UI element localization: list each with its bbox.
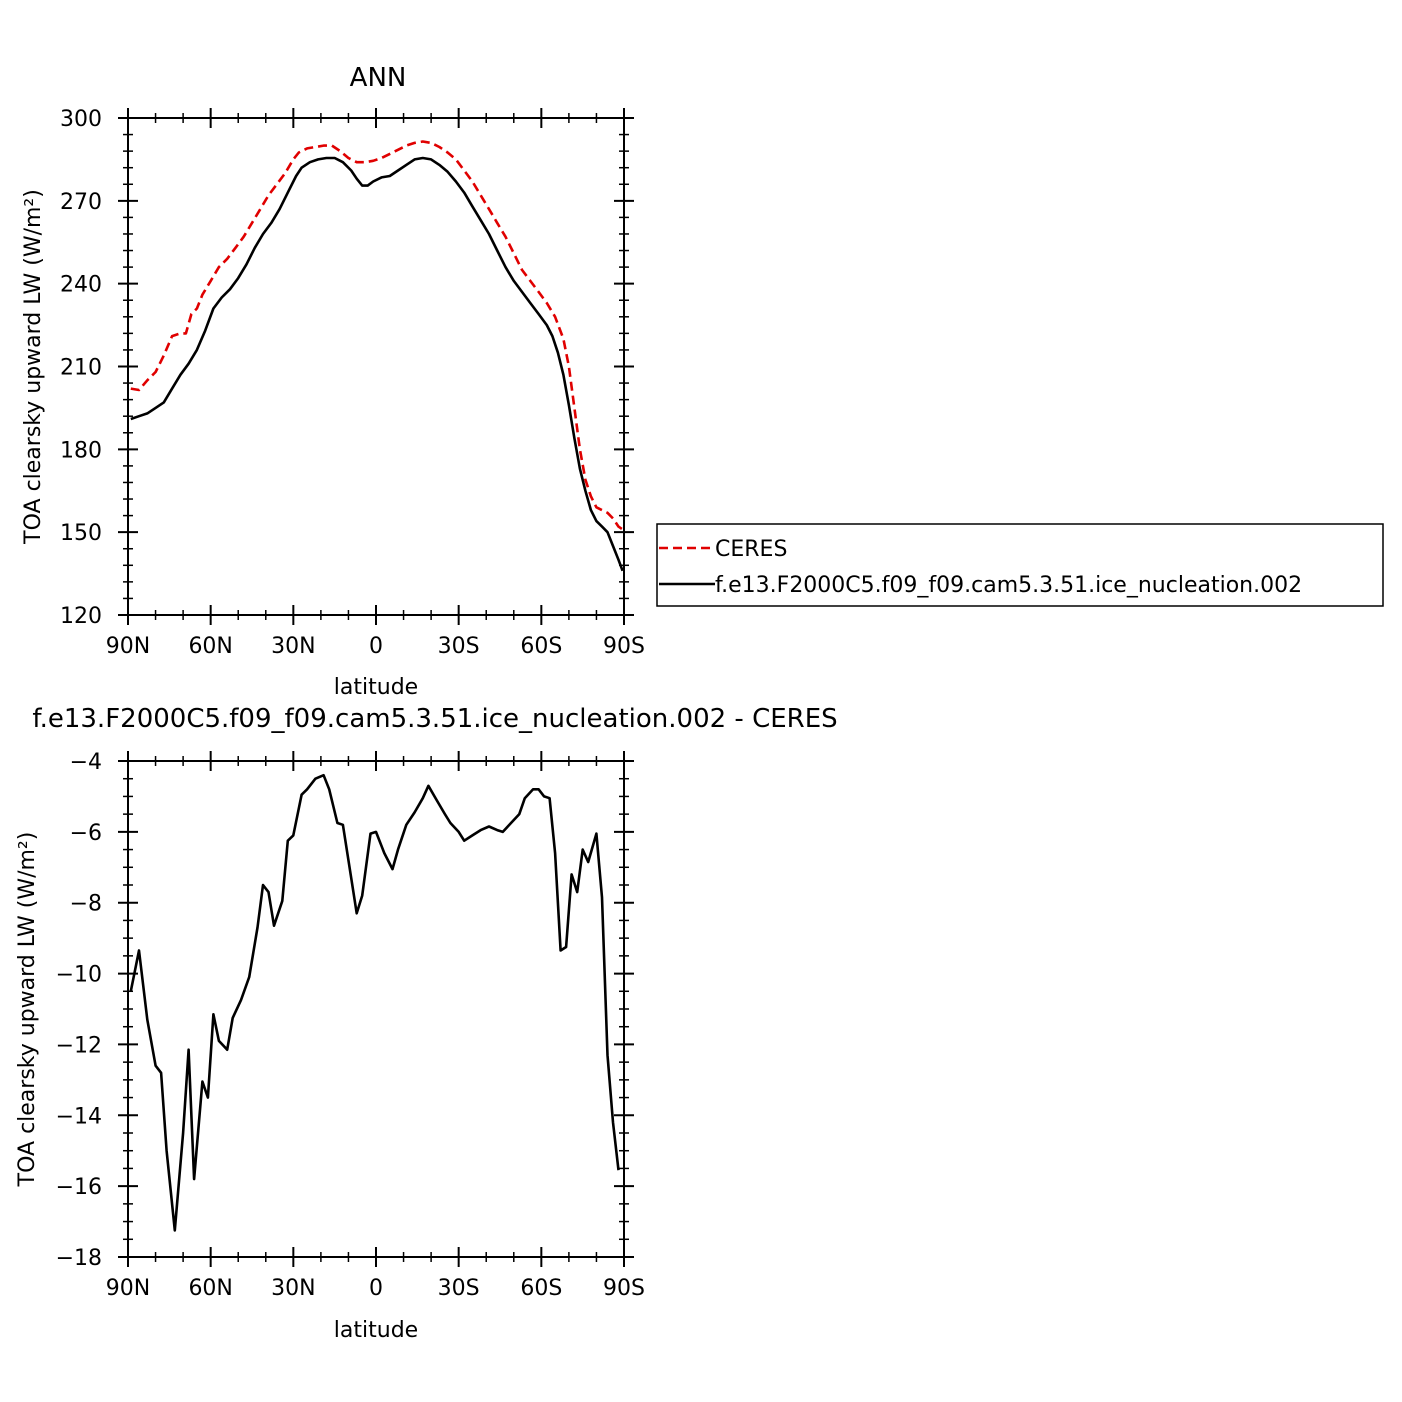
y-tick-label: 210: [60, 356, 102, 381]
y-tick-label: 150: [60, 521, 102, 546]
chart-title: ANN: [350, 63, 407, 93]
x-tick-label: 30N: [271, 1276, 315, 1301]
y-tick-label: −14: [56, 1104, 102, 1129]
bottom-panel: f.e13.F2000C5.f09_f09.cam5.3.51.ice_nucl…: [15, 704, 838, 1343]
series-line-0: [129, 773, 620, 1232]
x-tick-label: 30S: [438, 634, 480, 659]
x-tick-label: 60N: [188, 1276, 232, 1301]
x-tick-label: 90N: [106, 1276, 150, 1301]
x-tick-label: 60S: [520, 634, 562, 659]
y-tick-label: −8: [70, 892, 102, 917]
x-tick-label: 30N: [271, 634, 315, 659]
legend-label-0: CERES: [715, 537, 787, 562]
x-tick-label: 0: [369, 634, 383, 659]
x-axis-label: latitude: [334, 1318, 418, 1343]
y-tick-label: 300: [60, 107, 102, 132]
x-tick-label: 30S: [438, 1276, 480, 1301]
legend-label-1: f.e13.F2000C5.f09_f09.cam5.3.51.ice_nucl…: [715, 573, 1302, 598]
x-tick-label: 90S: [603, 1276, 645, 1301]
y-tick-label: −18: [56, 1246, 102, 1271]
chart-title: f.e13.F2000C5.f09_f09.cam5.3.51.ice_nucl…: [32, 704, 837, 734]
x-tick-label: 90N: [106, 634, 150, 659]
x-tick-label: 0: [369, 1276, 383, 1301]
top-panel: ANN 90N 60N 30N 0 30S 60S 90S 120 150 180 210 240 270…: [21, 63, 1384, 700]
y-tick-label: −4: [70, 750, 102, 775]
y-axis-label: TOA clearsky upward LW (W/m²): [21, 189, 46, 545]
y-axis-label: TOA clearsky upward LW (W/m²): [15, 832, 40, 1188]
y-tick-label: −12: [56, 1033, 102, 1058]
y-tick-label: −16: [56, 1175, 102, 1200]
y-tick-label: 270: [60, 190, 102, 215]
y-tick-label: 180: [60, 438, 102, 463]
plot-frame: [127, 117, 625, 616]
series-line-1: [130, 156, 624, 572]
y-tick-label: −6: [70, 821, 102, 846]
legend-box: [656, 523, 1384, 607]
x-tick-label: 90S: [603, 634, 645, 659]
y-tick-label: −10: [56, 963, 102, 988]
x-tick-label: 60S: [520, 1276, 562, 1301]
x-axis-label: latitude: [334, 675, 418, 700]
series-line-0: [130, 140, 624, 531]
x-tick-label: 60N: [188, 634, 232, 659]
y-tick-label: 240: [60, 273, 102, 298]
y-tick-label: 120: [60, 604, 102, 629]
